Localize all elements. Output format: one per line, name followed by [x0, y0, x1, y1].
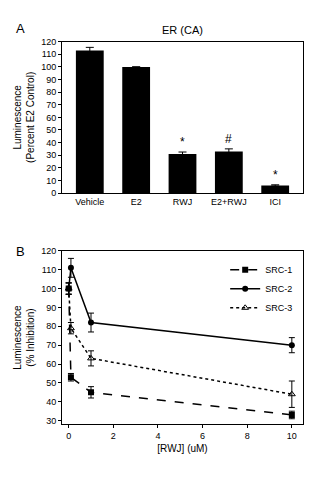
- svg-text:Luminescence(Percent E2 Contro: Luminescence(Percent E2 Control): [12, 72, 36, 163]
- svg-text:120: 120: [41, 37, 56, 47]
- svg-text:SRC-2: SRC-2: [265, 284, 292, 294]
- svg-text:4: 4: [155, 431, 160, 441]
- svg-text:ICI: ICI: [269, 197, 281, 207]
- svg-text:Vehicle: Vehicle: [75, 197, 104, 207]
- svg-text:#: #: [225, 132, 232, 146]
- svg-text:SRC-1: SRC-1: [265, 265, 292, 275]
- svg-text:60: 60: [46, 113, 56, 123]
- svg-text:70: 70: [46, 340, 56, 350]
- svg-text:90: 90: [46, 75, 56, 85]
- svg-text:E2: E2: [131, 197, 142, 207]
- svg-text:*: *: [273, 168, 278, 182]
- svg-text:50: 50: [46, 378, 56, 388]
- svg-text:B: B: [16, 244, 25, 259]
- svg-text:110: 110: [42, 265, 56, 275]
- svg-text:40: 40: [46, 138, 56, 148]
- svg-text:100: 100: [41, 62, 56, 72]
- svg-text:50: 50: [46, 125, 56, 135]
- svg-text:[RWJ] (uM): [RWJ] (uM): [157, 443, 207, 454]
- svg-text:20: 20: [46, 163, 56, 173]
- svg-text:2: 2: [111, 431, 116, 441]
- svg-text:*: *: [180, 135, 185, 149]
- svg-text:RWJ: RWJ: [173, 197, 192, 207]
- svg-text:10: 10: [46, 176, 56, 186]
- svg-text:E2+RWJ: E2+RWJ: [211, 197, 247, 207]
- svg-text:SRC-3: SRC-3: [265, 303, 292, 313]
- svg-text:0: 0: [51, 188, 56, 198]
- svg-text:6: 6: [200, 431, 205, 441]
- svg-text:120: 120: [41, 246, 56, 256]
- svg-text:40: 40: [46, 397, 56, 407]
- svg-text:70: 70: [46, 100, 56, 110]
- svg-text:80: 80: [46, 87, 56, 97]
- svg-text:10: 10: [287, 431, 297, 441]
- svg-text:A: A: [16, 21, 25, 36]
- svg-text:ER (CA): ER (CA): [162, 24, 203, 36]
- svg-text:30: 30: [46, 416, 56, 426]
- svg-text:110: 110: [42, 49, 56, 59]
- svg-text:100: 100: [41, 284, 56, 294]
- svg-text:30: 30: [46, 150, 56, 160]
- svg-text:60: 60: [46, 359, 56, 369]
- svg-text:8: 8: [245, 431, 250, 441]
- svg-text:0: 0: [66, 431, 71, 441]
- svg-text:80: 80: [46, 321, 56, 331]
- svg-text:Luminescence(% Inhibition): Luminescence(% Inhibition): [12, 305, 36, 370]
- svg-text:90: 90: [46, 303, 56, 313]
